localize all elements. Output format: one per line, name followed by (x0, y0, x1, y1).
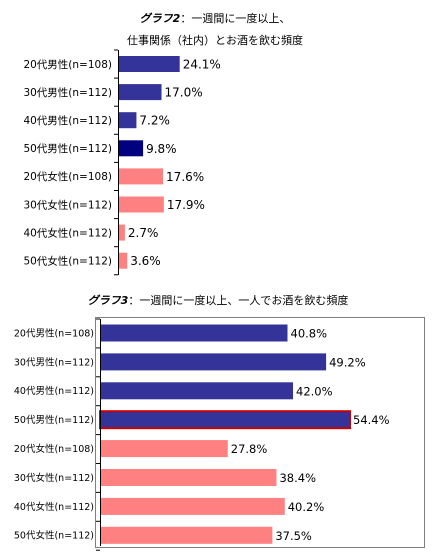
data-label: 3.6% (130, 254, 161, 268)
data-label: 54.4% (353, 413, 390, 427)
bar (118, 84, 162, 101)
chart-title-text: ：一週間に一度以上、 (180, 11, 290, 25)
category-label: 20代女性(n=108) (23, 170, 112, 183)
chart-title-prefix: グラフ3 (88, 294, 129, 307)
bar (99, 410, 351, 430)
data-label: 40.2% (288, 500, 325, 514)
chart-title-prefix: グラフ2 (140, 12, 181, 25)
category-label: 20代男性(n=108) (23, 58, 112, 71)
chart-title-text: ：一週間に一度以上、一人でお酒を飲む頻度 (128, 293, 348, 307)
chart-title: グラフ2：一週間に一度以上、 (140, 11, 291, 25)
bar (118, 196, 164, 213)
data-label: 37.5% (275, 529, 312, 543)
bar (100, 353, 327, 371)
data-label: 7.2% (139, 114, 170, 128)
chart-2: 20代男性(n=108) 40.8% 30代男性(n=112) 49.2% 40代男性(… (14, 317, 425, 551)
bar (118, 168, 164, 185)
category-label: 50代女性(n=112) (23, 254, 112, 267)
category-label: 30代女性(n=112) (14, 472, 94, 484)
category-label: 50代男性(n=112) (23, 142, 112, 155)
data-label: 9.8% (146, 142, 177, 156)
category-label: 40代女性(n=112) (23, 226, 112, 239)
category-label: 40代男性(n=112) (14, 385, 94, 397)
category-label: 50代男性(n=112) (14, 414, 94, 426)
data-label: 24.1% (183, 58, 221, 72)
bar (100, 526, 273, 544)
data-label: 38.4% (279, 471, 316, 485)
bar (100, 382, 294, 400)
chart-title: グラフ3：一週間に一度以上、一人でお酒を飲む頻度 (88, 293, 349, 307)
category-label: 40代女性(n=112) (14, 501, 94, 513)
category-label: 20代男性(n=108) (14, 327, 94, 339)
category-label: 30代男性(n=112) (23, 86, 112, 99)
bar (118, 224, 125, 241)
data-label: 49.2% (329, 355, 366, 369)
data-label: 17.9% (167, 198, 205, 212)
bar (118, 112, 137, 129)
category-label: 50代女性(n=112) (14, 530, 94, 542)
bar (100, 497, 285, 515)
category-label: 30代女性(n=112) (23, 198, 112, 211)
category-label: 30代男性(n=112) (14, 356, 94, 368)
data-label: 42.0% (296, 384, 333, 398)
bar (100, 440, 228, 458)
bar (100, 324, 288, 342)
bar (100, 469, 277, 486)
chart-1: 20代男性(n=108) 24.1% 30代男性(n=112) 17.0% 40代男性(… (23, 49, 221, 276)
bar (118, 56, 180, 72)
chart-frame (95, 317, 425, 548)
data-label: 17.0% (165, 86, 203, 100)
chart-title-line2: 仕事関係（社内）とお酒を飲む頻度 (127, 33, 303, 47)
bar (118, 140, 144, 157)
data-label: 17.6% (166, 170, 204, 184)
data-label: 2.7% (128, 226, 159, 240)
bar (118, 252, 128, 269)
data-label: 40.8% (291, 327, 328, 341)
data-label: 27.8% (231, 442, 268, 456)
category-label: 20代女性(n=108) (14, 443, 94, 455)
category-label: 40代男性(n=112) (23, 114, 112, 127)
